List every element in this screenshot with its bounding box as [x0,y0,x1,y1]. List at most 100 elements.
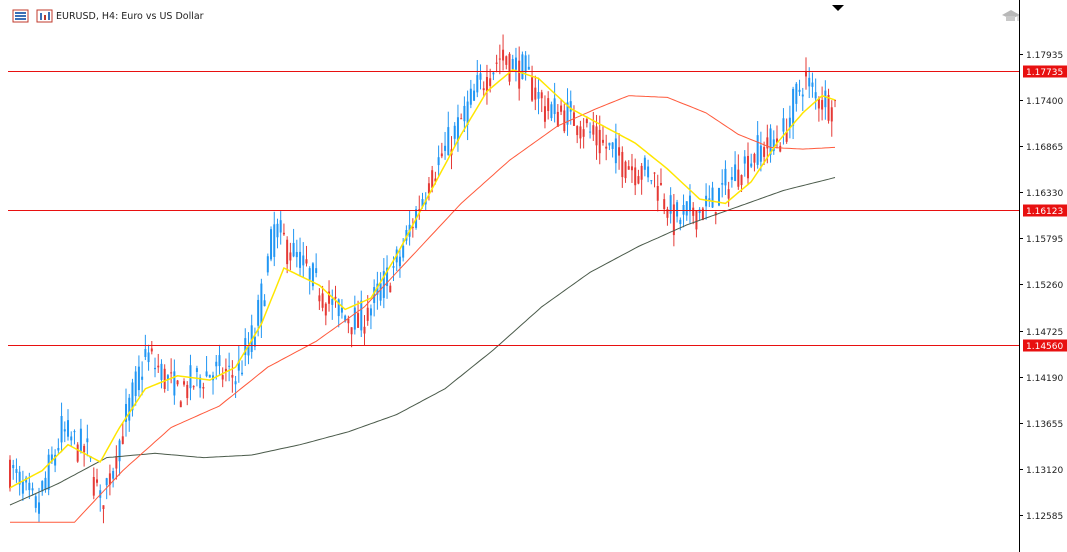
candle-body [653,172,656,174]
candle-body [804,71,807,77]
candle-body [195,368,198,372]
candle-body [170,372,173,374]
candle-body [514,57,517,70]
candle-body [637,176,640,184]
candle-body [202,387,205,389]
candle-body [814,92,817,99]
horizontal-line-tag[interactable] [1023,204,1067,217]
candle-body [656,185,659,201]
candle-body [137,366,140,391]
candle-body [357,313,360,328]
candle-body [579,126,582,139]
candle-body [466,101,469,125]
moving-average-mid [10,95,836,523]
candle-body [350,327,353,335]
moving-average-fast [9,68,836,489]
candle-body [556,111,559,127]
candle-body [286,239,289,265]
candle-body [21,481,24,494]
candle-body [347,318,350,324]
candle-body [369,308,372,316]
candle-body [176,380,179,385]
candle-body [228,365,231,367]
candle-body [44,477,47,490]
candle-body [676,202,679,217]
candle-body [379,283,382,301]
candle-body [785,132,788,142]
candle-body [543,106,546,122]
candle-body [489,78,492,86]
candle-body [38,502,41,514]
candle-body [83,445,86,453]
candle-body [102,505,105,510]
list-icon[interactable] [12,9,29,23]
candle-body [247,345,250,356]
candle-body [392,266,395,268]
candle-body [63,429,66,432]
chart-title: EURUSD, H4: Euro vs US Dollar [56,11,204,22]
graduation-cap-icon[interactable] [1002,10,1020,21]
candle-body [582,129,585,137]
candle-body [692,207,695,216]
candle-body [398,256,401,267]
horizontal-line-tag[interactable] [1023,65,1067,78]
candle-body [50,454,53,462]
candle-body [15,469,18,473]
candle-body [834,100,836,102]
price-axis[interactable]: 1.17935 1.17400 1.16865 1.16330 1.15795 1.152… [1019,0,1063,552]
candle-body [563,110,566,132]
candle-body [495,62,498,64]
candle-body [695,210,698,230]
candle-body [173,371,176,396]
candle-body [788,117,791,129]
candle-body [698,209,701,214]
candle-body [485,76,488,92]
candle-body [224,368,227,372]
candle-body [373,287,376,303]
chart-shift-marker-icon[interactable] [832,5,844,11]
candle-body [502,49,505,61]
candle-body [711,187,714,208]
candle-body [595,126,598,146]
chart-icon[interactable] [36,9,53,23]
price-tick-label: 1.12585 [1026,512,1063,522]
candle-body [244,338,247,355]
candle-body [328,291,331,304]
price-tick-label: 1.15260 [1026,281,1063,291]
candle-body [321,293,324,308]
candle-body [824,90,827,108]
candle-body [76,444,79,462]
candle-body [218,355,221,367]
candle-body [131,382,134,411]
candle-body [363,326,366,334]
candle-body [569,101,572,112]
candle-body [685,201,688,216]
candle-body [250,325,253,352]
candle-body [199,377,202,389]
candle-body [734,164,737,181]
candle-body [456,117,459,142]
candle-body [547,98,550,111]
candle-body [721,183,724,185]
horizontal-lines[interactable]: 1.17735 1.16123 1.14560 [8,65,1067,353]
candle-body [266,256,269,273]
price-tick-label: 1.13655 [1026,420,1063,430]
candle-body [537,92,540,99]
candle-body [572,112,575,126]
candle-body [821,100,824,110]
candle-body [302,255,305,266]
candle-body [70,436,73,441]
candle-body [237,360,240,371]
candle-body [118,440,121,462]
candle-body [534,87,537,100]
candle-body [782,118,785,132]
candle-body [746,155,749,179]
candle-body [750,163,753,167]
horizontal-line-tag[interactable] [1023,339,1067,352]
candle-body [769,128,772,155]
candle-body [279,220,282,233]
candle-body [647,166,650,178]
horizontal-line-tag-label: 1.14560 [1026,342,1063,352]
